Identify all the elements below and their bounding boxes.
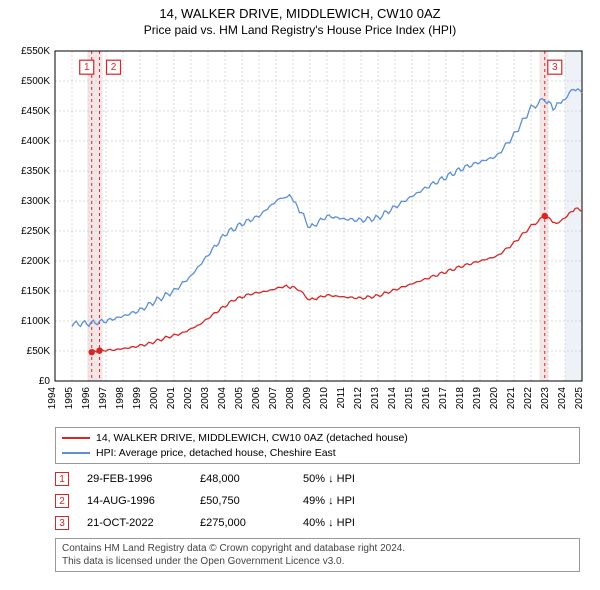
x-tick-label: 2014	[387, 387, 398, 410]
chart-title: 14, WALKER DRIVE, MIDDLEWICH, CW10 0AZ	[0, 0, 600, 21]
series-price_paid	[92, 208, 582, 353]
x-tick-label: 2017	[438, 387, 449, 410]
x-tick-label: 2016	[421, 387, 432, 410]
event-price: £48,000	[200, 473, 285, 485]
event-marker-box: 2	[55, 494, 69, 508]
event-row: 1 29-FEB-1996 £48,000 50% ↓ HPI	[55, 472, 580, 486]
x-tick-label: 2003	[200, 387, 211, 410]
legend-swatch	[62, 437, 90, 439]
event-date: 21-OCT-2022	[87, 517, 182, 529]
legend: 14, WALKER DRIVE, MIDDLEWICH, CW10 0AZ (…	[55, 427, 580, 464]
x-tick-label: 2007	[268, 387, 279, 410]
x-tick-label: 2010	[319, 387, 330, 410]
event-number: 3	[552, 62, 558, 73]
event-table: 1 29-FEB-1996 £48,000 50% ↓ HPI 2 14-AUG-1996…	[55, 472, 580, 530]
x-tick-label: 2009	[302, 387, 313, 410]
y-tick-label: £300K	[21, 196, 50, 207]
legend-label: 14, WALKER DRIVE, MIDDLEWICH, CW10 0AZ (…	[96, 431, 408, 446]
x-tick-label: 2011	[336, 387, 347, 409]
event-date: 14-AUG-1996	[87, 495, 182, 507]
event-date: 29-FEB-1996	[87, 473, 182, 485]
chart-subtitle: Price paid vs. HM Land Registry's House …	[0, 21, 600, 37]
y-tick-label: £250K	[21, 226, 50, 237]
x-tick-label: 2008	[285, 387, 296, 410]
y-tick-label: £450K	[21, 106, 50, 117]
y-tick-label: £100K	[21, 316, 50, 327]
event-dot	[89, 349, 95, 355]
event-row: 3 21-OCT-2022 £275,000 40% ↓ HPI	[55, 516, 580, 530]
y-tick-label: £50K	[27, 346, 51, 357]
event-row: 2 14-AUG-1996 £50,750 49% ↓ HPI	[55, 494, 580, 508]
event-hpi-diff: 49% ↓ HPI	[303, 495, 355, 507]
event-hpi-diff: 50% ↓ HPI	[303, 473, 355, 485]
event-number: 2	[111, 62, 117, 73]
footer-line-2: This data is licensed under the Open Gov…	[62, 555, 573, 568]
event-marker-box: 3	[55, 516, 69, 530]
y-tick-label: £200K	[21, 256, 50, 267]
x-tick-label: 1995	[64, 387, 75, 410]
y-tick-label: £0	[39, 376, 51, 387]
x-tick-label: 1999	[132, 387, 143, 410]
legend-row: HPI: Average price, detached house, Ches…	[62, 446, 573, 461]
legend-row: 14, WALKER DRIVE, MIDDLEWICH, CW10 0AZ (…	[62, 431, 573, 446]
x-tick-label: 1994	[47, 387, 58, 410]
event-number: 1	[84, 62, 90, 73]
x-tick-label: 2001	[166, 387, 177, 410]
y-tick-label: £350K	[21, 166, 50, 177]
y-tick-label: £550K	[21, 46, 50, 57]
x-tick-label: 2004	[217, 387, 228, 410]
event-dot	[542, 213, 548, 219]
x-tick-label: 2024	[557, 387, 568, 410]
chart-page: { "title": "14, WALKER DRIVE, MIDDLEWICH…	[0, 0, 600, 590]
y-tick-label: £400K	[21, 136, 50, 147]
x-tick-label: 2022	[523, 387, 534, 410]
x-tick-label: 2002	[183, 387, 194, 410]
event-dot	[96, 347, 102, 353]
x-tick-label: 2018	[455, 387, 466, 410]
x-tick-label: 2012	[353, 387, 364, 410]
x-tick-label: 2015	[404, 387, 415, 410]
chart-area: £0 £50K £100K £150K £200K £250K £300K £350K £400…	[0, 43, 600, 423]
x-tick-label: 2020	[489, 387, 500, 410]
plot-border	[55, 51, 582, 381]
legend-swatch	[62, 452, 90, 454]
attribution-footer: Contains HM Land Registry data © Crown c…	[55, 538, 580, 572]
x-tick-label: 2005	[234, 387, 245, 410]
y-tick-label: £150K	[21, 286, 50, 297]
x-tick-label: 2021	[506, 387, 517, 410]
x-tick-label: 2025	[574, 387, 585, 410]
x-tick-label: 1998	[115, 387, 126, 410]
x-tick-label: 1996	[81, 387, 92, 410]
event-marker-box: 1	[55, 472, 69, 486]
x-tick-label: 1997	[98, 387, 109, 410]
x-tick-label: 2023	[540, 387, 551, 410]
legend-label: HPI: Average price, detached house, Ches…	[96, 446, 336, 461]
footer-line-1: Contains HM Land Registry data © Crown c…	[62, 542, 573, 555]
x-tick-label: 2013	[370, 387, 381, 410]
y-tick-label: £500K	[21, 76, 50, 87]
event-hpi-diff: 40% ↓ HPI	[303, 517, 355, 529]
x-tick-label: 2006	[251, 387, 262, 410]
x-tick-label: 2019	[472, 387, 483, 410]
x-tick-label: 2000	[149, 387, 160, 410]
highlight-band	[87, 51, 102, 381]
line-chart-svg: £0 £50K £100K £150K £200K £250K £300K £350K £400…	[0, 43, 600, 423]
event-price: £275,000	[200, 517, 285, 529]
event-price: £50,750	[200, 495, 285, 507]
